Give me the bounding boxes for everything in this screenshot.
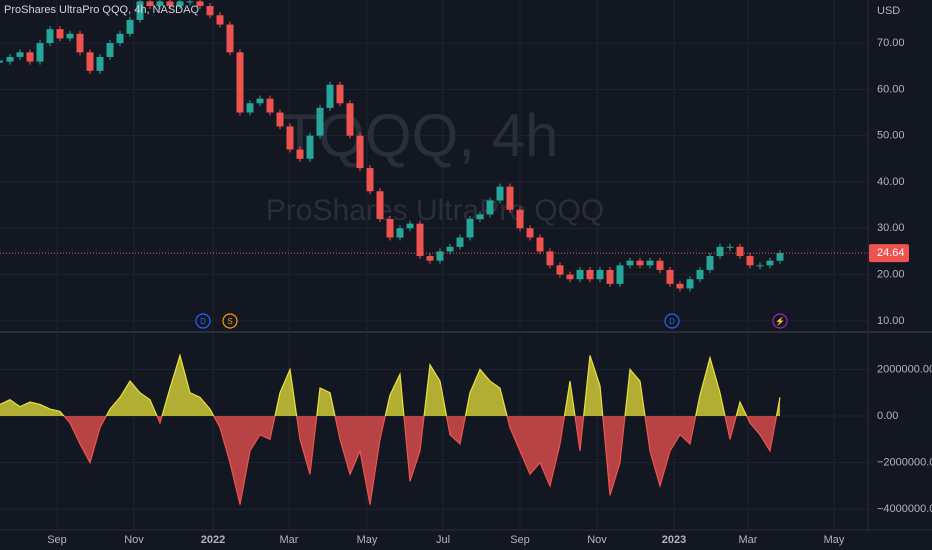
y-tick-label: 40.00: [877, 176, 905, 188]
event-badge: [772, 313, 788, 329]
event-badge: [664, 313, 680, 329]
y-tick-label: 2000000.00: [877, 363, 932, 375]
event-badge: [195, 313, 211, 329]
plot: D S D ⚡: [0, 0, 868, 505]
x-tick-label: May: [824, 534, 845, 546]
x-tick-label: May: [357, 534, 378, 546]
x-tick-label: Jul: [436, 534, 450, 546]
y-tick-label: −2000000.00: [877, 457, 932, 469]
x-tick-label: Sep: [47, 534, 67, 546]
x-tick-label: Mar: [739, 534, 758, 546]
chart-title: ProShares UltraPro QQQ, 4h, NASDAQ: [4, 4, 199, 16]
watermark: TQQQ, 4h: [282, 102, 559, 169]
y-tick-label: 70.00: [877, 37, 905, 49]
y-tick-label: −4000000.00: [877, 503, 932, 515]
watermark-subtitle: ProShares UltraPro QQQ: [266, 194, 604, 227]
x-tick-label: 2022: [201, 534, 225, 546]
x-tick-label: Nov: [124, 534, 144, 546]
indicator-line-positive: [0, 353, 781, 417]
indicator-line-negative: [63, 416, 778, 505]
event-label: D: [200, 317, 206, 326]
event-label: ⚡: [775, 316, 785, 326]
event-label: S: [227, 317, 232, 326]
y-tick-label: 50.00: [877, 130, 905, 142]
currency-label: USD: [877, 5, 900, 17]
x-tick-label: Nov: [587, 534, 607, 546]
y-tick-label: 0.00: [877, 410, 898, 422]
axes: Sep Nov 2022 Mar May Jul Sep Nov 2023 Mar May 10.00…: [47, 37, 932, 546]
indicator-area-positive: [0, 355, 780, 417]
last-price-label: 24.64: [877, 247, 905, 259]
x-tick-label: Mar: [280, 534, 299, 546]
y-tick-label: 10.00: [877, 315, 905, 327]
y-tick-label: 30.00: [877, 222, 905, 234]
event-badge: [222, 313, 238, 329]
y-tick-label: 60.00: [877, 83, 905, 95]
indicator-area-negative: [0, 416, 780, 505]
x-tick-label: 2023: [662, 534, 686, 546]
last-price-box: [869, 244, 909, 263]
event-label: D: [669, 317, 675, 326]
y-tick-label: 20.00: [877, 268, 905, 280]
x-tick-label: Sep: [510, 534, 530, 546]
